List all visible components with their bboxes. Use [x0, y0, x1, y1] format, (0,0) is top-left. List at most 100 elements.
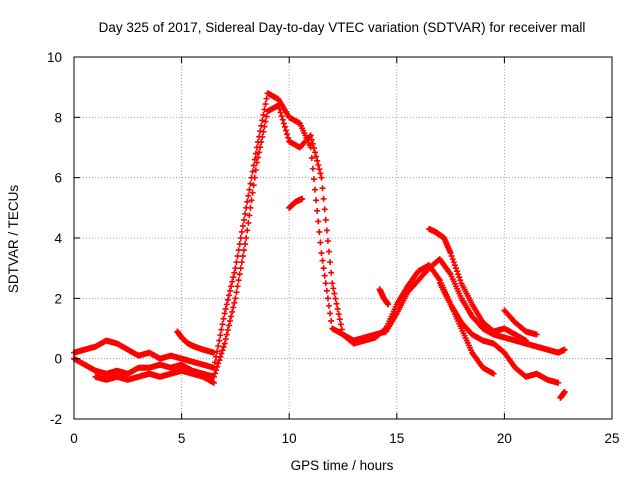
data-point [253, 159, 260, 166]
series-track-e [426, 225, 529, 344]
data-point [224, 327, 231, 334]
data-point [324, 238, 331, 245]
data-point [319, 257, 326, 264]
series-track-i [557, 388, 568, 401]
data-point [241, 216, 248, 223]
data-point [225, 322, 232, 329]
data-point [247, 180, 254, 187]
data-point [227, 287, 234, 294]
data-point [235, 277, 242, 284]
data-point [234, 253, 241, 260]
data-point [219, 347, 226, 354]
data-point [309, 165, 316, 172]
data-point [220, 315, 227, 322]
data-point [252, 167, 259, 174]
data-point [215, 360, 222, 367]
data-point [248, 197, 255, 204]
data-point [216, 357, 223, 364]
data-point [317, 170, 324, 177]
data-point [522, 337, 529, 344]
data-point [213, 367, 220, 374]
data-point [238, 259, 245, 266]
data-point [312, 149, 319, 156]
data-point [214, 363, 221, 370]
data-point [223, 301, 230, 308]
data-point [231, 299, 238, 306]
data-point [326, 248, 333, 255]
data-point [457, 277, 464, 284]
data-point [561, 346, 568, 353]
data-point [279, 116, 286, 123]
data-point [254, 154, 261, 161]
data-point [210, 373, 217, 380]
data-point [250, 162, 257, 169]
chart-title: Day 325 of 2017, Sidereal Day-to-day VTE… [99, 20, 586, 35]
data-point [321, 206, 328, 213]
data-point [278, 113, 285, 120]
data-point [336, 316, 343, 323]
data-point [229, 278, 236, 285]
data-point [320, 195, 327, 202]
data-point [231, 269, 238, 276]
data-point [262, 118, 269, 125]
data-point [277, 109, 284, 116]
data-point [317, 239, 324, 246]
data-point [561, 388, 568, 395]
data-point [327, 310, 334, 317]
data-point [228, 283, 235, 290]
data-point [263, 113, 270, 120]
data-point [555, 379, 562, 386]
data-point [234, 283, 241, 290]
data-point [251, 174, 258, 181]
data-point [257, 144, 264, 151]
series-track-j [174, 328, 217, 356]
data-point [211, 359, 218, 366]
data-point [247, 204, 254, 211]
data-point [321, 272, 328, 279]
data-point [262, 101, 269, 108]
series-track-c [92, 367, 217, 386]
x-tick-label: 15 [389, 431, 404, 446]
data-point [328, 317, 335, 324]
data-point [285, 134, 292, 141]
data-point [250, 182, 257, 189]
data-point [245, 219, 252, 226]
data-point [221, 310, 228, 317]
data-point [258, 139, 265, 146]
x-tick-label: 20 [497, 431, 512, 446]
data-point [331, 290, 338, 297]
data-point [263, 95, 270, 102]
series-track-a [71, 90, 568, 371]
data-point [313, 197, 320, 204]
series-track-f [501, 307, 540, 338]
x-tick-label: 10 [282, 431, 297, 446]
data-point [299, 195, 306, 202]
data-point [326, 302, 333, 309]
data-point [333, 300, 340, 307]
data-point [282, 127, 289, 134]
data-point [327, 259, 334, 266]
data-point [251, 156, 258, 163]
data-point [258, 122, 265, 129]
data-point [275, 102, 282, 109]
data-point [450, 259, 457, 266]
data-point [218, 326, 225, 333]
data-point [319, 185, 326, 192]
data-point [335, 311, 342, 318]
data-point [318, 250, 325, 257]
data-point [222, 305, 229, 312]
data-point [316, 228, 323, 235]
data-point [215, 342, 222, 349]
data-point [261, 106, 268, 113]
data-point [310, 176, 317, 183]
data-point [533, 331, 540, 338]
data-point [280, 120, 287, 127]
data-point [246, 212, 253, 219]
y-axis-label: SDTVAR / TECUs [6, 185, 21, 294]
data-point [337, 321, 344, 328]
data-point [323, 287, 330, 294]
data-point [238, 228, 245, 235]
y-tick-label: 10 [47, 50, 62, 65]
data-point [243, 235, 250, 241]
